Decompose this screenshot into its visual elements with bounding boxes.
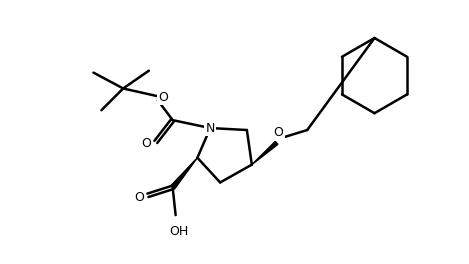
Text: OH: OH (169, 225, 188, 238)
Text: O: O (158, 91, 168, 104)
Polygon shape (252, 142, 278, 165)
Text: O: O (134, 191, 144, 204)
Polygon shape (171, 158, 197, 189)
Text: O: O (141, 137, 151, 150)
Text: O: O (273, 126, 283, 139)
Text: N: N (205, 121, 215, 135)
